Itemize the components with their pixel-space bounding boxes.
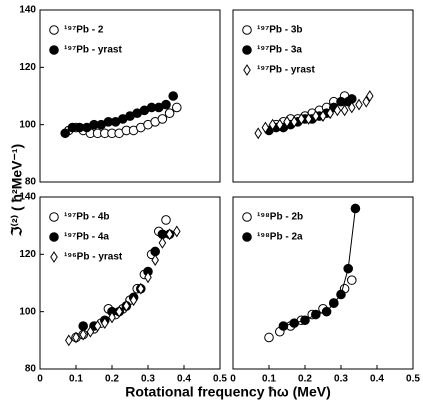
legend-label: ¹⁹⁸Pb - 2a [257,232,303,243]
x-tick-label: 0.5 [406,374,420,385]
marker [329,298,339,308]
marker [289,318,300,328]
y-tick-label: 80 [25,364,37,375]
marker [72,331,80,344]
marker [144,271,152,284]
marker [311,309,321,320]
marker [79,328,87,341]
marker [340,104,349,117]
marker [108,311,116,324]
legend-label: ¹⁹⁷Pb - 2 [64,25,104,36]
legend-label: ¹⁹⁷Pb - 4a [64,232,109,243]
legend-marker [242,25,252,35]
marker [348,101,356,114]
marker [290,115,298,128]
marker [362,95,370,108]
marker [161,99,171,110]
x-axis-label: Rotational frequency ħω (MeV) [125,384,331,400]
legend-label: ¹⁹⁸Pb - 2b [257,212,303,223]
x-tick-label: 0.3 [334,374,348,385]
marker [151,254,159,266]
marker [343,263,354,274]
x-tick-label: 0.1 [69,374,83,385]
y-tick-label: 120 [19,249,36,260]
marker [129,294,138,307]
marker [261,121,270,134]
marker [161,215,171,225]
marker [93,320,102,332]
y-tick-label: 80 [25,177,37,188]
x-tick-label: 0.2 [298,374,312,385]
marker [336,289,346,300]
plot-frame [39,9,221,183]
marker [122,300,131,312]
y-tick-label: 100 [19,306,36,317]
x-tick-label: 0.4 [177,374,191,385]
marker [276,118,284,131]
legend-marker [242,45,252,55]
marker [297,113,306,125]
legend-label: ¹⁹⁷Pb - 3a [257,45,302,56]
legend-marker [49,25,59,35]
marker [158,236,167,249]
x-tick-label: 0.5 [213,374,227,385]
x-tick-label: 0 [230,374,236,385]
marker [65,334,73,347]
marker [312,110,320,122]
marker [86,325,95,338]
marker [115,305,123,318]
x-tick-label: 0 [37,374,43,385]
y-tick-label: 120 [19,62,36,73]
y-tick-label: 140 [19,5,36,16]
legend-marker [242,212,252,222]
marker [157,114,168,124]
x-tick-label: 0.4 [370,374,384,385]
marker [137,282,145,295]
legend-marker [49,45,59,55]
y-axis-label: ℑ⁽²⁾ ( ħ²MeV⁻¹) [9,144,25,237]
marker [304,113,313,125]
marker [347,275,357,285]
legend-label: ¹⁹⁷Pb - yrast [257,65,315,76]
legend-marker [49,212,59,222]
x-tick-label: 0.2 [105,374,119,385]
marker [173,225,181,238]
legend-marker [242,232,252,242]
legend-label: ¹⁹⁷Pb - 4b [64,212,110,223]
plot-frame [39,196,221,370]
marker [164,108,175,118]
marker [165,228,174,241]
x-tick-label: 0.3 [141,374,155,385]
legend-marker [243,64,251,76]
marker [355,98,363,111]
marker [366,90,374,102]
marker [254,127,262,140]
marker [60,128,70,139]
marker [168,91,178,101]
marker [278,321,289,331]
marker [172,102,182,113]
legend-marker [49,232,59,242]
marker [350,203,361,214]
legend-marker [50,251,58,263]
marker [333,104,342,117]
marker [283,115,291,128]
legend-label: ¹⁹⁷Pb - yrast [64,45,122,56]
marker [326,107,334,120]
marker [264,332,274,343]
x-tick-label: 0.1 [262,374,276,385]
legend-label: ¹⁹⁷Pb - 3b [257,25,303,36]
plot-frame [232,9,414,183]
y-tick-label: 100 [19,119,36,130]
marker [321,306,332,317]
marker [300,315,310,326]
legend-label: ¹⁹⁶Pb - yrast [64,252,123,263]
plot-frame [232,196,414,370]
marker [268,118,277,131]
marker [319,110,327,122]
y-tick-label: 140 [19,192,36,203]
marker [101,317,109,330]
